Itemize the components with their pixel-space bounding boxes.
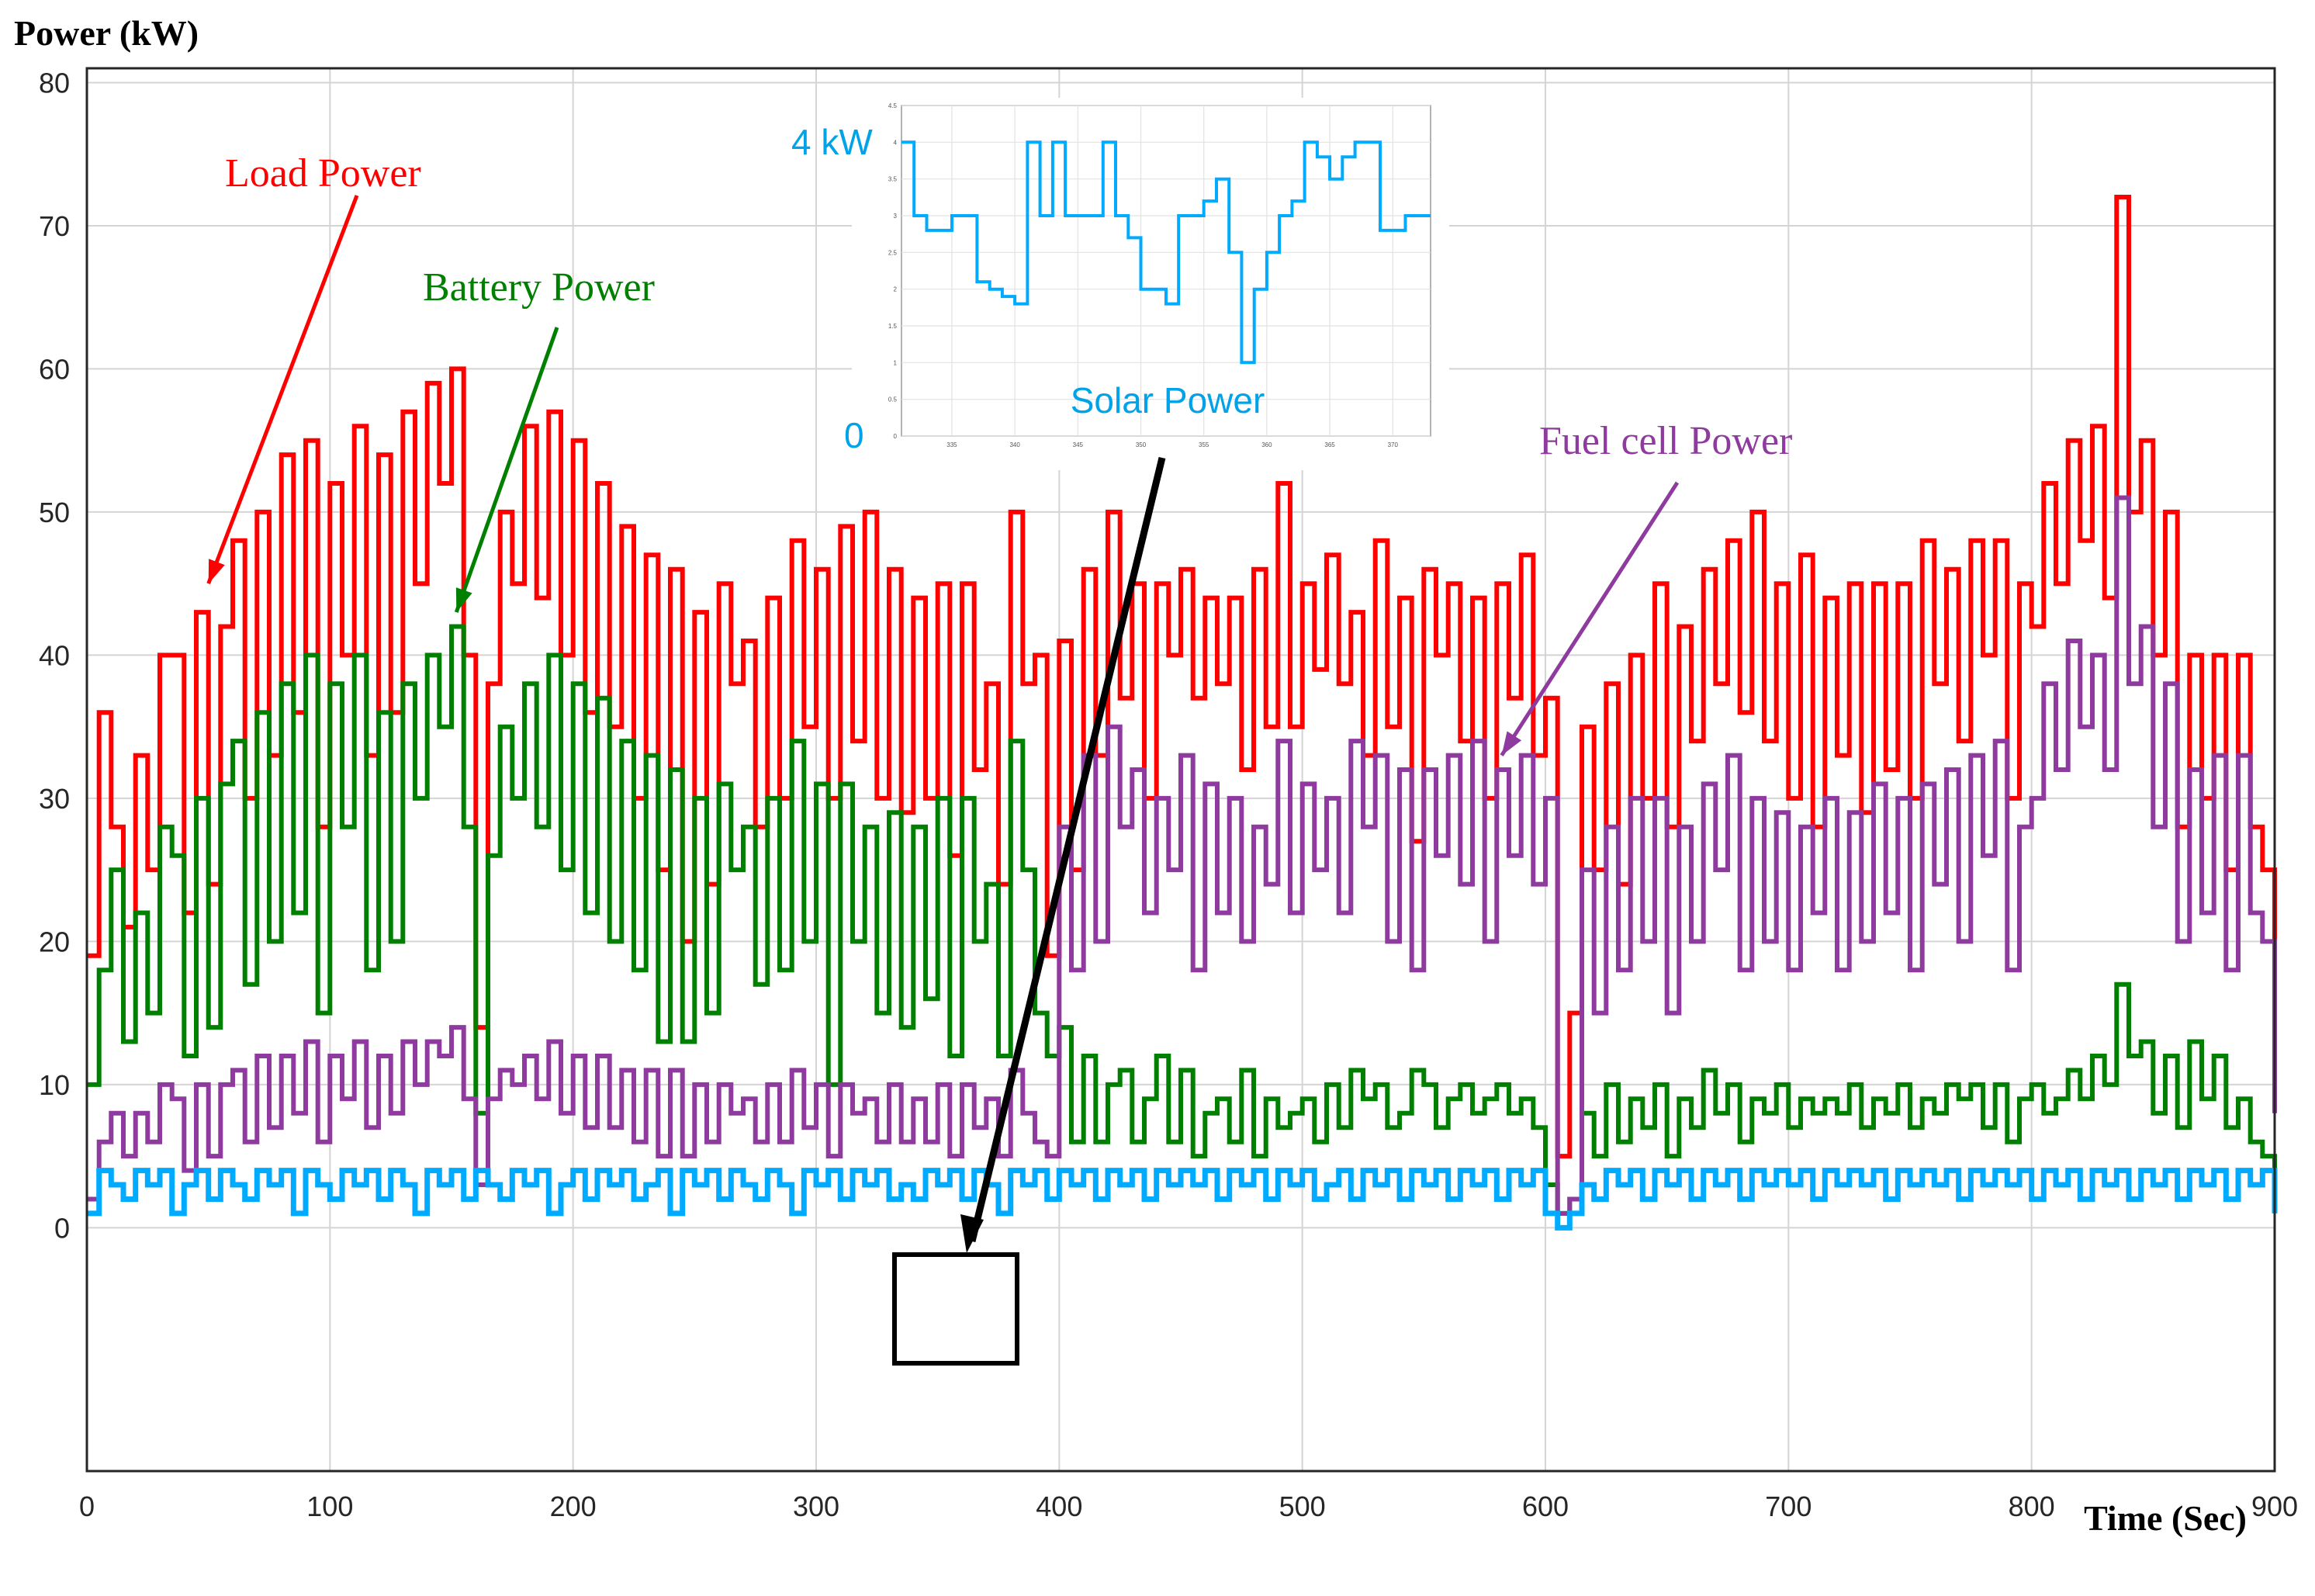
x-axis-title: Time (Sec) <box>2084 1498 2247 1538</box>
inset-y-tick: 4.5 <box>888 102 898 109</box>
x-tick-label: 800 <box>2009 1490 2055 1522</box>
inset-x-tick: 340 <box>1009 441 1020 448</box>
inset-x-tick: 350 <box>1136 441 1147 448</box>
inset-y-tick: 0.5 <box>888 396 898 403</box>
inset-x-tick: 365 <box>1324 441 1335 448</box>
x-tick-label: 100 <box>306 1490 353 1522</box>
solar-inset: 335 340 345 350 355 360 365 370 0 0.5 1 1.5 2 2.5 3 3.5… <box>791 98 1449 470</box>
inset-y-tick: 1.5 <box>888 323 898 330</box>
y-tick-label: 20 <box>39 926 70 957</box>
x-tick-label: 400 <box>1036 1490 1082 1522</box>
x-tick-label: 900 <box>2251 1490 2298 1522</box>
inset-y-tick: 3.5 <box>888 176 898 183</box>
x-tick-label: 700 <box>1765 1490 1812 1522</box>
inset-title: Solar Power <box>1071 380 1265 421</box>
series-line-battery-power <box>87 624 2277 1216</box>
y-tick-label: 70 <box>39 210 70 242</box>
y-tick-label: 0 <box>54 1212 70 1244</box>
y-tick-label: 80 <box>39 67 70 99</box>
x-tick-label: 500 <box>1279 1490 1326 1522</box>
inset-y-tick: 2 <box>894 286 898 293</box>
inset-x-tick: 335 <box>946 441 957 448</box>
y-tick-label: 50 <box>39 497 70 528</box>
zoom-arrowhead <box>960 1214 984 1253</box>
y-tick-label: 10 <box>39 1069 70 1101</box>
label-fuel-cell-power: Fuel cell Power <box>1539 419 1792 463</box>
x-tick-label: 600 <box>1522 1490 1569 1522</box>
inset-y-tick: 4 <box>894 139 898 146</box>
series-line-solar-power <box>87 1168 2278 1231</box>
x-tick-label: 300 <box>793 1490 839 1522</box>
inset-y-top-label: 4 kW <box>791 122 873 162</box>
inset-y-tick: 0 <box>894 433 898 440</box>
annotations: Load Power Battery Power Fuel cell Power <box>206 151 1792 756</box>
inset-y-tick: 1 <box>894 359 898 366</box>
y-tick-label: 40 <box>39 639 70 671</box>
y-tick-label: 30 <box>39 783 70 815</box>
y-tick-label: 60 <box>39 353 70 385</box>
series-layer <box>87 195 2278 1231</box>
zoom-arrow <box>968 456 1166 1243</box>
inset-ticks: 335 340 345 350 355 360 365 370 0 0.5 1 1.5 2 2.5 3 3.5… <box>888 102 1399 448</box>
inset-x-tick: 370 <box>1388 441 1399 448</box>
inset-solar-line <box>901 140 1431 365</box>
label-load-power: Load Power <box>225 151 421 196</box>
inset-y-tick: 2.5 <box>888 249 898 256</box>
y-axis-title: Power (kW) <box>14 13 199 53</box>
inset-grid <box>901 105 1431 437</box>
arrow-battery-power <box>454 327 559 613</box>
plot-frame <box>85 67 2276 1473</box>
tick-labels: 0 100 200 300 400 500 600 700 800 900010203040506… <box>39 67 2298 1522</box>
series-line-fuel-cell-power <box>87 495 2277 1216</box>
arrow-load-power <box>206 195 359 585</box>
arrowhead-load-power <box>208 559 225 584</box>
inset-x-tick: 360 <box>1261 441 1272 448</box>
inset-x-tick: 345 <box>1073 441 1084 448</box>
inset-y-tick: 3 <box>894 213 898 220</box>
arrow-fuel-cell-power <box>1500 481 1680 756</box>
arrowhead-fuel-cell-power <box>1501 731 1522 756</box>
x-tick-label: 200 <box>550 1490 597 1522</box>
inset-x-tick: 355 <box>1199 441 1209 448</box>
zoom-box <box>892 1252 1019 1366</box>
arrowhead-battery-power <box>455 587 472 613</box>
x-tick-label: 0 <box>79 1490 95 1522</box>
label-battery-power: Battery Power <box>423 265 655 310</box>
inset-y-bottom-label: 0 <box>844 415 864 455</box>
